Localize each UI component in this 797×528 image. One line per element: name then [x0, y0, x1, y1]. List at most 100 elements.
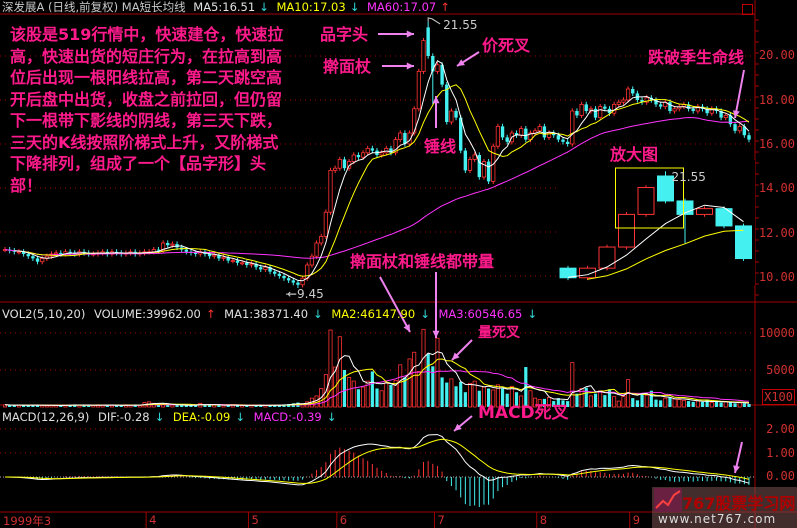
volume-bar: [416, 371, 421, 408]
inset-candle: [598, 246, 616, 269]
volume-bar: [500, 388, 505, 407]
volume-bar: [273, 405, 277, 407]
restore-window-icon[interactable]: [742, 4, 753, 15]
arrow-volume-ganmianzhang-icon-head: [403, 324, 410, 332]
inset-candle: [618, 213, 635, 248]
volume-bar: [659, 400, 663, 407]
price-tick-label: 10.00: [758, 270, 795, 284]
volume-bar: [491, 389, 496, 408]
price-tick-label: 12.00: [758, 226, 795, 240]
candle: [31, 256, 35, 259]
volume-ma1-arrow-icon: ↓: [313, 307, 323, 321]
volume-bar: [588, 395, 593, 408]
volume-bar: [180, 405, 184, 407]
candle: [235, 260, 240, 263]
candle: [389, 148, 393, 153]
volume-bar: [616, 400, 621, 408]
volume-bar: [593, 393, 598, 407]
candle: [505, 137, 509, 142]
candle: [226, 257, 230, 261]
candle: [170, 243, 175, 246]
volume-bar: [454, 386, 458, 407]
candle: [472, 154, 477, 160]
volume-bar: [449, 378, 454, 408]
volume-bar: [644, 394, 649, 408]
volume-bar: [105, 405, 109, 407]
description-text: 该股是519行情中，快速建仓，快速拉 高，快速出货的短庄行为，在拉高到高 位后出…: [10, 24, 283, 196]
volume-bar: [68, 404, 72, 407]
watermark-logo: 767股票学习网 www.net767.com: [652, 487, 797, 528]
high-price-label: 21.55: [443, 18, 477, 32]
candle: [403, 133, 407, 144]
candle: [421, 40, 426, 72]
annotation-pinzitou: 品字头: [320, 25, 369, 44]
volume-bar: [742, 403, 746, 407]
volume-bar: [505, 393, 509, 407]
volume-bar: [137, 404, 142, 408]
candle: [467, 158, 473, 171]
volume-bar: [254, 405, 258, 407]
volume-bar: [175, 405, 179, 407]
volume-bar: [184, 405, 188, 407]
candle: [398, 132, 403, 140]
volume-bar: [8, 405, 12, 407]
candle: [282, 276, 286, 279]
annotation-ganmianzhang: 擀面杖: [323, 57, 372, 76]
volume-bar: [570, 362, 575, 408]
candle: [300, 277, 305, 286]
candle: [207, 254, 212, 257]
volume-bar: [463, 392, 467, 407]
description-line: 位后出现一根阳线拉高，第二天跳空高: [10, 68, 283, 87]
candle: [333, 167, 338, 171]
low-price-label: ←9.45: [287, 287, 324, 301]
volume-bar: [542, 398, 546, 407]
volume-bar: [259, 405, 263, 407]
candle: [277, 273, 282, 276]
volume-bar: [208, 404, 212, 407]
inset-ma10-line: [587, 229, 744, 280]
volume-bar: [663, 397, 668, 408]
candle: [742, 126, 747, 136]
volume-bar: [398, 364, 403, 408]
inset-label: 放大图: [610, 145, 659, 164]
candle: [314, 242, 319, 257]
volume-bar: [621, 396, 626, 408]
inset-candle: [657, 175, 674, 202]
candle: [323, 211, 328, 237]
volume-bar: [495, 384, 500, 408]
time-axis-label: 9: [632, 513, 641, 527]
arrow-chuixian-icon-head: [432, 96, 440, 104]
volume-bar: [12, 405, 16, 407]
volume-bar: [649, 390, 653, 407]
candle: [416, 71, 421, 110]
volume-bar: [733, 403, 737, 407]
dif-value: DIF:-0.28: [98, 410, 150, 424]
candle: [21, 251, 26, 254]
candle: [728, 115, 733, 125]
description-line: 高，快速出货的短庄行为，在拉高到高: [10, 46, 283, 66]
volume-bar: [709, 402, 714, 408]
volume-bar: [217, 405, 221, 407]
candle: [719, 111, 723, 118]
volume-indicator-name: VOL2(5,10,20): [2, 307, 86, 321]
macd-arrow-icon: ↓: [326, 410, 337, 424]
ma5-line: [14, 60, 750, 282]
candle: [370, 148, 375, 151]
macd-legend: MACD(12,26,9) DIF:-0.28 ↓ DEA:-0.09 ↓ MACD…: [2, 410, 341, 424]
candle: [328, 169, 333, 213]
macd-tick-label: 1.00: [766, 446, 795, 460]
volume-bar: [35, 405, 40, 407]
inset-candle: [735, 225, 752, 260]
volume-bar: [566, 401, 570, 407]
candle: [640, 100, 644, 103]
candle: [360, 152, 366, 158]
volume-bar: [119, 405, 123, 407]
volume-bar: [365, 380, 370, 408]
volume-bar: [598, 390, 603, 408]
arrow-pinzitou-icon-head: [406, 30, 414, 38]
volume-bar: [170, 404, 175, 408]
volume-bar: [579, 388, 584, 408]
volume-bar: [672, 398, 677, 408]
volume-bar: [375, 388, 379, 407]
dea-line: [5, 438, 750, 484]
